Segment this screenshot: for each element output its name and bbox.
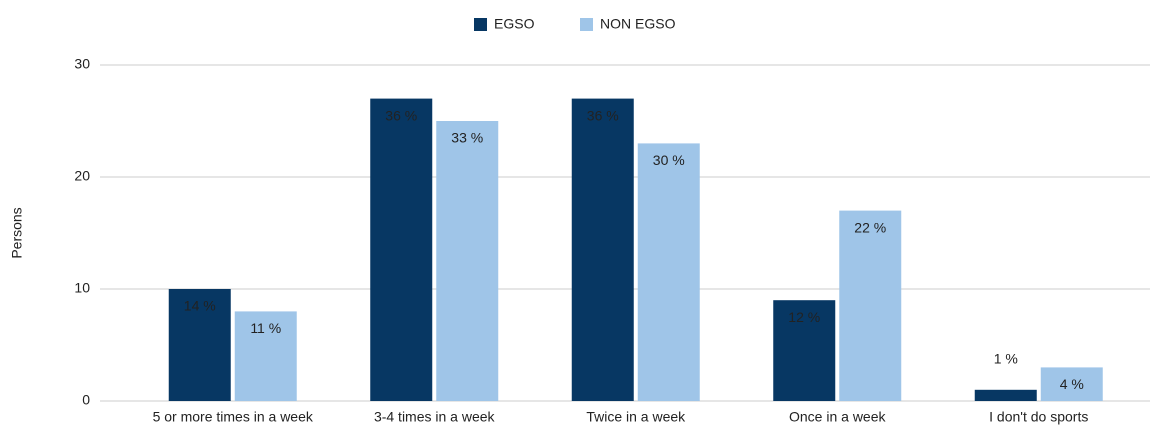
data-label: 14 % (184, 298, 216, 314)
x-tick-label: 5 or more times in a week (153, 409, 314, 425)
x-tick-label: 3-4 times in a week (374, 409, 496, 425)
data-label: 36 % (385, 107, 417, 123)
x-tick-label: I don't do sports (989, 409, 1088, 425)
x-tick-label: Once in a week (789, 409, 886, 425)
y-tick-label: 10 (74, 280, 90, 296)
y-tick-label: 0 (82, 392, 90, 408)
x-tick-label: Twice in a week (586, 409, 686, 425)
bar (839, 210, 902, 401)
bar (168, 289, 231, 401)
y-axis-title: Persons (9, 207, 25, 258)
data-label: 36 % (587, 107, 619, 123)
data-label: 1 % (994, 351, 1018, 367)
bar (773, 300, 836, 401)
data-label: 22 % (854, 219, 886, 235)
legend-swatch (474, 18, 487, 31)
bar (234, 311, 297, 401)
legend-label: EGSO (494, 16, 535, 32)
legend-swatch (580, 18, 593, 31)
data-label: 12 % (788, 309, 820, 325)
legend-label: NON EGSO (600, 16, 676, 32)
bar (974, 389, 1037, 401)
bar (1040, 367, 1103, 401)
bar (637, 143, 700, 401)
bar (370, 98, 433, 401)
data-label: 30 % (653, 152, 685, 168)
bar (436, 121, 499, 401)
y-tick-label: 20 (74, 168, 90, 184)
y-tick-label: 30 (74, 56, 90, 72)
data-label: 33 % (451, 130, 483, 146)
data-label: 4 % (1060, 376, 1084, 392)
data-label: 11 % (250, 320, 281, 336)
bar (571, 98, 634, 401)
